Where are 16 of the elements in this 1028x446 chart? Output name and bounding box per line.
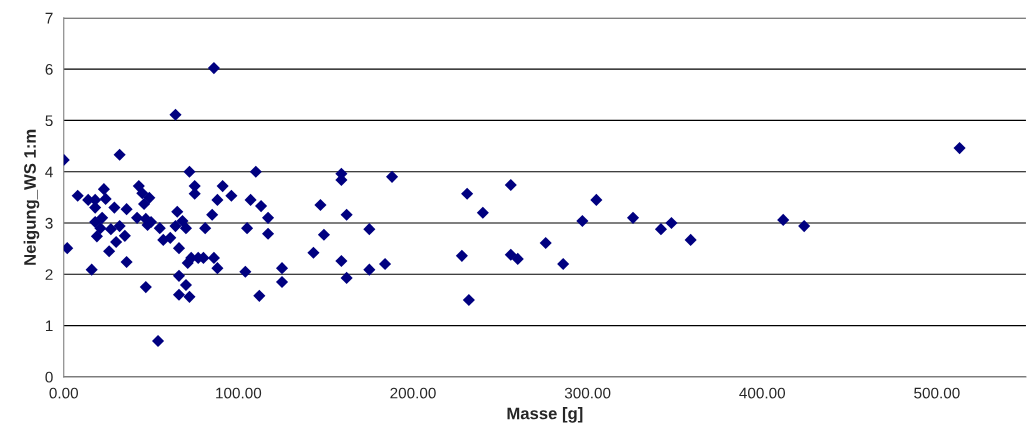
x-tick-label: 200.00 xyxy=(390,387,436,399)
y-tick-label: 7 xyxy=(45,12,53,24)
x-tick-label: 500.00 xyxy=(914,387,960,399)
x-axis-title: Masse [g] xyxy=(507,407,583,423)
x-tick-label: 400.00 xyxy=(739,387,786,399)
y-tick-label: 5 xyxy=(45,115,53,127)
y-tick-label: 3 xyxy=(45,217,53,229)
y-tick-label: 0 xyxy=(45,371,53,383)
x-tick-label: 300.00 xyxy=(564,387,611,399)
y-axis-title: Neigung_WS 1:m xyxy=(23,129,40,265)
y-tick-label: 2 xyxy=(45,269,53,280)
y-tick-label: 4 xyxy=(45,166,53,178)
x-tick-label: 100.00 xyxy=(216,387,262,399)
x-tick-label: 0.00 xyxy=(49,387,79,399)
y-tick-label: 1 xyxy=(45,320,53,332)
y-tick-label: 6 xyxy=(45,64,53,75)
